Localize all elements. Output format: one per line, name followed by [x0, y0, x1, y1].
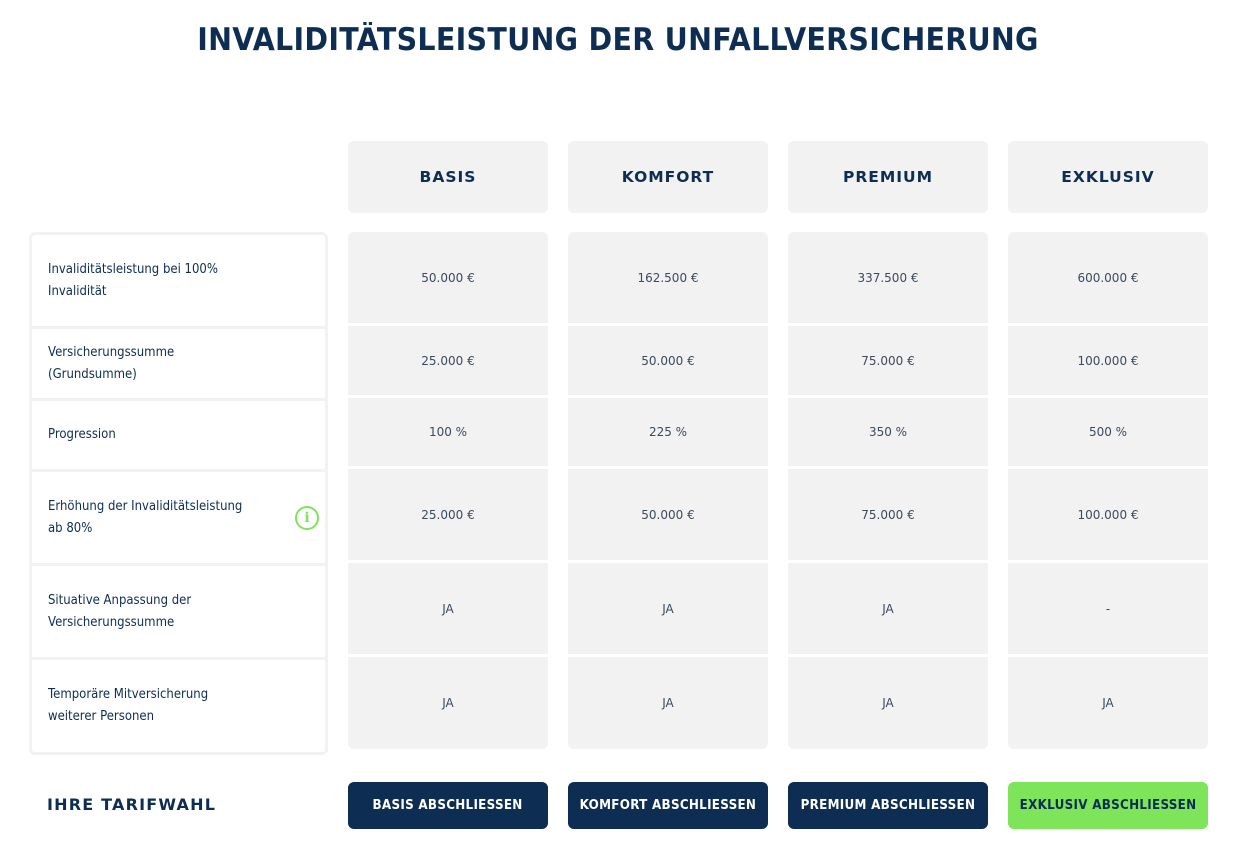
plan-value-cell: 75.000 € [788, 326, 988, 398]
plan-values: 600.000 € 100.000 € 500 % 100.000 € - JA [1008, 232, 1208, 749]
plan-value-cell: 162.500 € [568, 232, 768, 326]
plan-value-cell: 500 % [1008, 398, 1208, 469]
plan-value-cell: - [1008, 563, 1208, 657]
plan-value-cell: 50.000 € [568, 469, 768, 563]
page-title: INVALIDITÄTSLEISTUNG DER UNFALLVERSICHER… [197, 22, 1039, 58]
feature-label-row: Versicherungssumme (Grundsumme) [32, 329, 325, 401]
plan-column-komfort: KOMFORT 162.500 € 50.000 € 225 % 50.000 … [568, 141, 768, 749]
plan-value-cell: 350 % [788, 398, 988, 469]
plan-header: BASIS [348, 141, 548, 213]
feature-label-row: Temporäre Mitversicherung weiterer Perso… [32, 660, 325, 752]
plan-value-cell: 75.000 € [788, 469, 988, 563]
plan-column-premium: PREMIUM 337.500 € 75.000 € 350 % 75.000 … [788, 141, 988, 749]
feature-label-row: Situative Anpassung der Versicherungssum… [32, 566, 325, 660]
plan-value-cell: JA [1102, 696, 1114, 710]
plan-value-cell: JA [662, 696, 674, 710]
feature-label-row: Progression [32, 401, 325, 472]
feature-label: Versicherungssumme (Grundsumme) [48, 344, 175, 382]
plan-value-cell: JA [348, 563, 548, 657]
exklusiv-abschliessen-button[interactable]: EXKLUSIV ABSCHLIESSEN [1008, 782, 1208, 829]
feature-label-row: Erhöhung der Invaliditätsleistung ab 80%… [32, 472, 325, 566]
button-label: KOMFORT ABSCHLIESSEN [579, 798, 757, 813]
button-label: EXKLUSIV ABSCHLIESSEN [1019, 798, 1197, 813]
komfort-abschliessen-button[interactable]: KOMFORT ABSCHLIESSEN [568, 782, 768, 829]
plan-values: 162.500 € 50.000 € 225 % 50.000 € JA JA [568, 232, 768, 749]
plan-values: 50.000 € 25.000 € 100 % 25.000 € JA JA [348, 232, 548, 749]
plan-values: 337.500 € 75.000 € 350 % 75.000 € JA JA [788, 232, 988, 749]
plan-value-cell: JA [788, 563, 988, 657]
feature-label: Progression [48, 427, 116, 442]
premium-abschliessen-button[interactable]: PREMIUM ABSCHLIESSEN [788, 782, 988, 829]
plan-value-cell: 50.000 € [348, 232, 548, 326]
feature-labels-column: Invaliditätsleistung bei 100% Invaliditä… [29, 232, 328, 755]
plan-value-cell: 100 % [348, 398, 548, 469]
plan-column-exklusiv: EXKLUSIV 600.000 € 100.000 € 500 % 100.0… [1008, 141, 1208, 749]
plan-header: PREMIUM [788, 141, 988, 213]
plan-value-cell: 600.000 € [1008, 232, 1208, 326]
plan-value-cell: 337.500 € [788, 232, 988, 326]
plan-value-cell: 25.000 € [348, 326, 548, 398]
plan-value-cell: JA [882, 696, 894, 710]
info-icon[interactable]: i [295, 505, 319, 530]
plan-value-cell: 225 % [568, 398, 768, 469]
feature-label: Erhöhung der Invaliditätsleistung ab 80% [48, 498, 243, 536]
button-label: BASIS ABSCHLIESSEN [372, 798, 524, 813]
feature-label: Invaliditätsleistung bei 100% Invaliditä… [48, 261, 218, 299]
feature-label-row: Invaliditätsleistung bei 100% Invaliditä… [32, 235, 325, 329]
feature-label: Temporäre Mitversicherung weiterer Perso… [48, 687, 209, 724]
plan-header: KOMFORT [568, 141, 768, 213]
plan-column-basis: BASIS 50.000 € 25.000 € 100 % 25.000 € J… [348, 141, 548, 749]
tariff-choice-label: IHRE TARIFWAHL [47, 795, 217, 814]
plan-value-cell: JA [442, 696, 454, 710]
plan-header: EXKLUSIV [1008, 141, 1208, 213]
plan-value-cell: 100.000 € [1008, 469, 1208, 563]
feature-label: Situative Anpassung der Versicherungssum… [48, 592, 192, 630]
basis-abschliessen-button[interactable]: BASIS ABSCHLIESSEN [348, 782, 548, 829]
plan-value-cell: 100.000 € [1008, 326, 1208, 398]
plan-value-cell: 25.000 € [348, 469, 548, 563]
plan-value-cell: JA [568, 563, 768, 657]
button-label: PREMIUM ABSCHLIESSEN [800, 798, 976, 813]
plan-value-cell: 50.000 € [568, 326, 768, 398]
